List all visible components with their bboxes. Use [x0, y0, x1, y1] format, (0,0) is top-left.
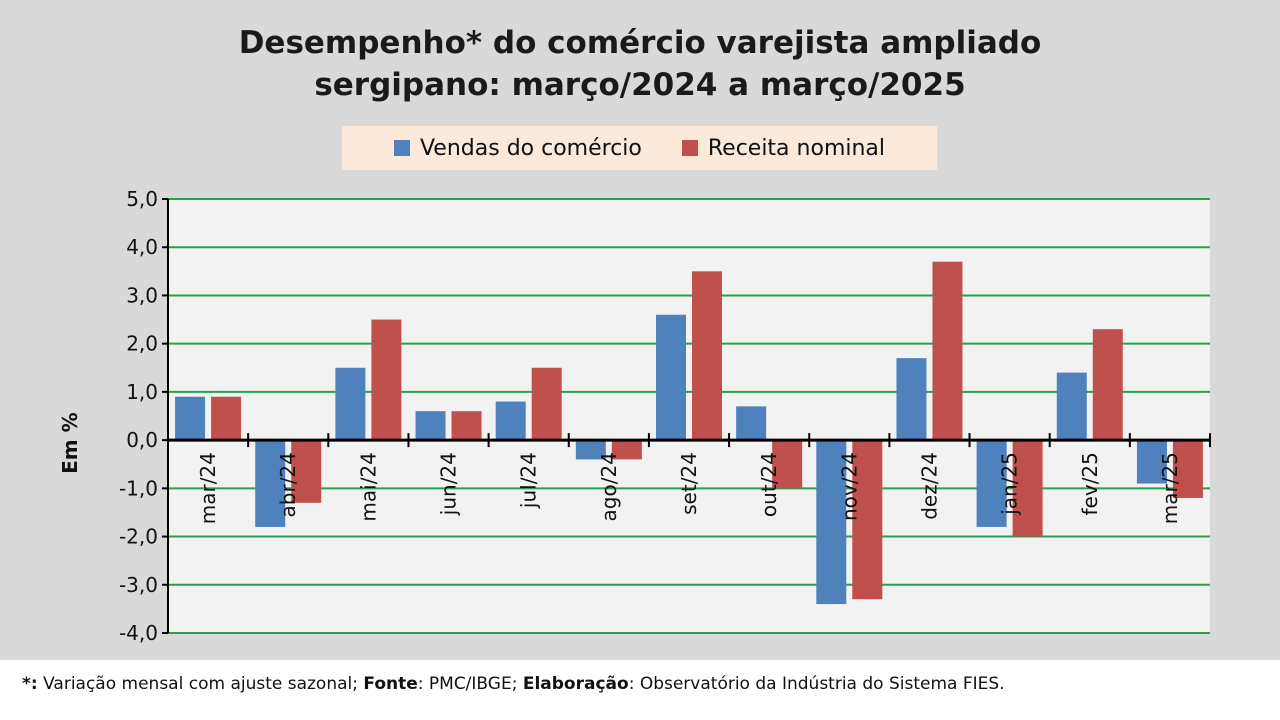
bar-receita [852, 440, 883, 600]
bar-vendas [175, 396, 206, 441]
bar-vendas [255, 440, 286, 527]
bar-receita [1092, 329, 1123, 441]
bar-vendas [896, 358, 927, 441]
bar-vendas [575, 440, 606, 460]
y-tick-label: 3,0 [126, 283, 158, 307]
y-tick-label: -3,0 [119, 573, 158, 597]
footnote: *: Variação mensal com ajuste sazonal; F… [0, 660, 1280, 720]
x-tick-label: nov/24 [837, 452, 861, 521]
plot-area [168, 199, 1210, 633]
chart-title: Desempenho* do comércio varejista amplia… [0, 22, 1280, 106]
footnote-elab-label: Elaboração [522, 674, 629, 694]
bar-receita [692, 271, 722, 441]
legend-swatch-receita [681, 140, 698, 156]
bar-vendas [335, 367, 366, 441]
x-tick-label: abr/24 [276, 452, 300, 517]
footnote-fonte-label: Fonte [363, 674, 418, 694]
y-tick-label: -4,0 [119, 621, 158, 645]
chart-title-line2: sergipano: março/2024 a março/2025 [314, 67, 966, 103]
footnote-star: *: [22, 674, 38, 694]
y-tick-label: -2,0 [119, 525, 158, 549]
footnote-text2: : PMC/IBGE; [417, 674, 523, 694]
y-axis-title: Em % [58, 412, 82, 474]
bar-vendas [736, 406, 767, 441]
x-tick-label: jun/24 [437, 452, 461, 516]
bar-receita [371, 319, 402, 441]
bar-vendas [976, 440, 1007, 527]
x-tick-label: mai/24 [356, 452, 380, 521]
x-tick-label: jan/25 [998, 452, 1022, 516]
bar-chart: 5,0 4,0 3,0 2,0 1,0 0,0 -1,0 -2,0 -3,0 -4,0 Em % ma… [58, 187, 1211, 645]
x-tick-label: mar/24 [196, 452, 220, 524]
bar-vendas [656, 314, 686, 441]
y-tick-label: -1,0 [119, 476, 158, 500]
footnote-text3: : Observatório da Indústria do Sistema F… [628, 674, 1005, 694]
bar-receita [1012, 440, 1043, 537]
y-tick-label: 2,0 [126, 332, 158, 356]
y-tick-label: 0,0 [126, 428, 158, 452]
y-tick-label: 4,0 [126, 235, 158, 259]
legend: Vendas do comércio Receita nominal [342, 126, 937, 170]
bar-receita [211, 396, 242, 441]
y-tick-label: 1,0 [126, 380, 158, 404]
bar-vendas [495, 401, 526, 441]
bar-receita [1172, 440, 1203, 498]
y-tick-label: 5,0 [126, 187, 158, 211]
footnote-text1: Variação mensal com ajuste sazonal; [37, 674, 364, 694]
x-tick-label: jul/24 [517, 452, 541, 509]
x-tick-label: out/24 [757, 452, 781, 517]
legend-label-receita: Receita nominal [707, 135, 886, 161]
x-tick-label: ago/24 [597, 452, 621, 521]
bar-receita [531, 367, 562, 441]
legend-label-vendas: Vendas do comércio [419, 135, 642, 161]
chart-title-line1: Desempenho* do comércio varejista amplia… [238, 25, 1042, 61]
bar-receita [611, 440, 642, 460]
x-tick-label: mar/25 [1158, 452, 1182, 524]
bar-receita [932, 261, 963, 441]
bar-vendas [415, 411, 446, 441]
x-tick-label: dez/24 [917, 452, 941, 520]
legend-item-receita: Receita nominal [681, 135, 886, 161]
x-tick-label: fev/25 [1078, 452, 1102, 515]
x-tick-label: set/24 [677, 452, 701, 515]
legend-item-vendas: Vendas do comércio [393, 135, 642, 161]
bar-receita [291, 440, 322, 503]
bar-receita [451, 411, 482, 441]
bar-vendas [816, 440, 847, 605]
bar-vendas [1136, 440, 1167, 484]
legend-swatch-vendas [393, 140, 410, 156]
bar-receita [772, 440, 803, 489]
bar-vendas [1056, 372, 1087, 441]
